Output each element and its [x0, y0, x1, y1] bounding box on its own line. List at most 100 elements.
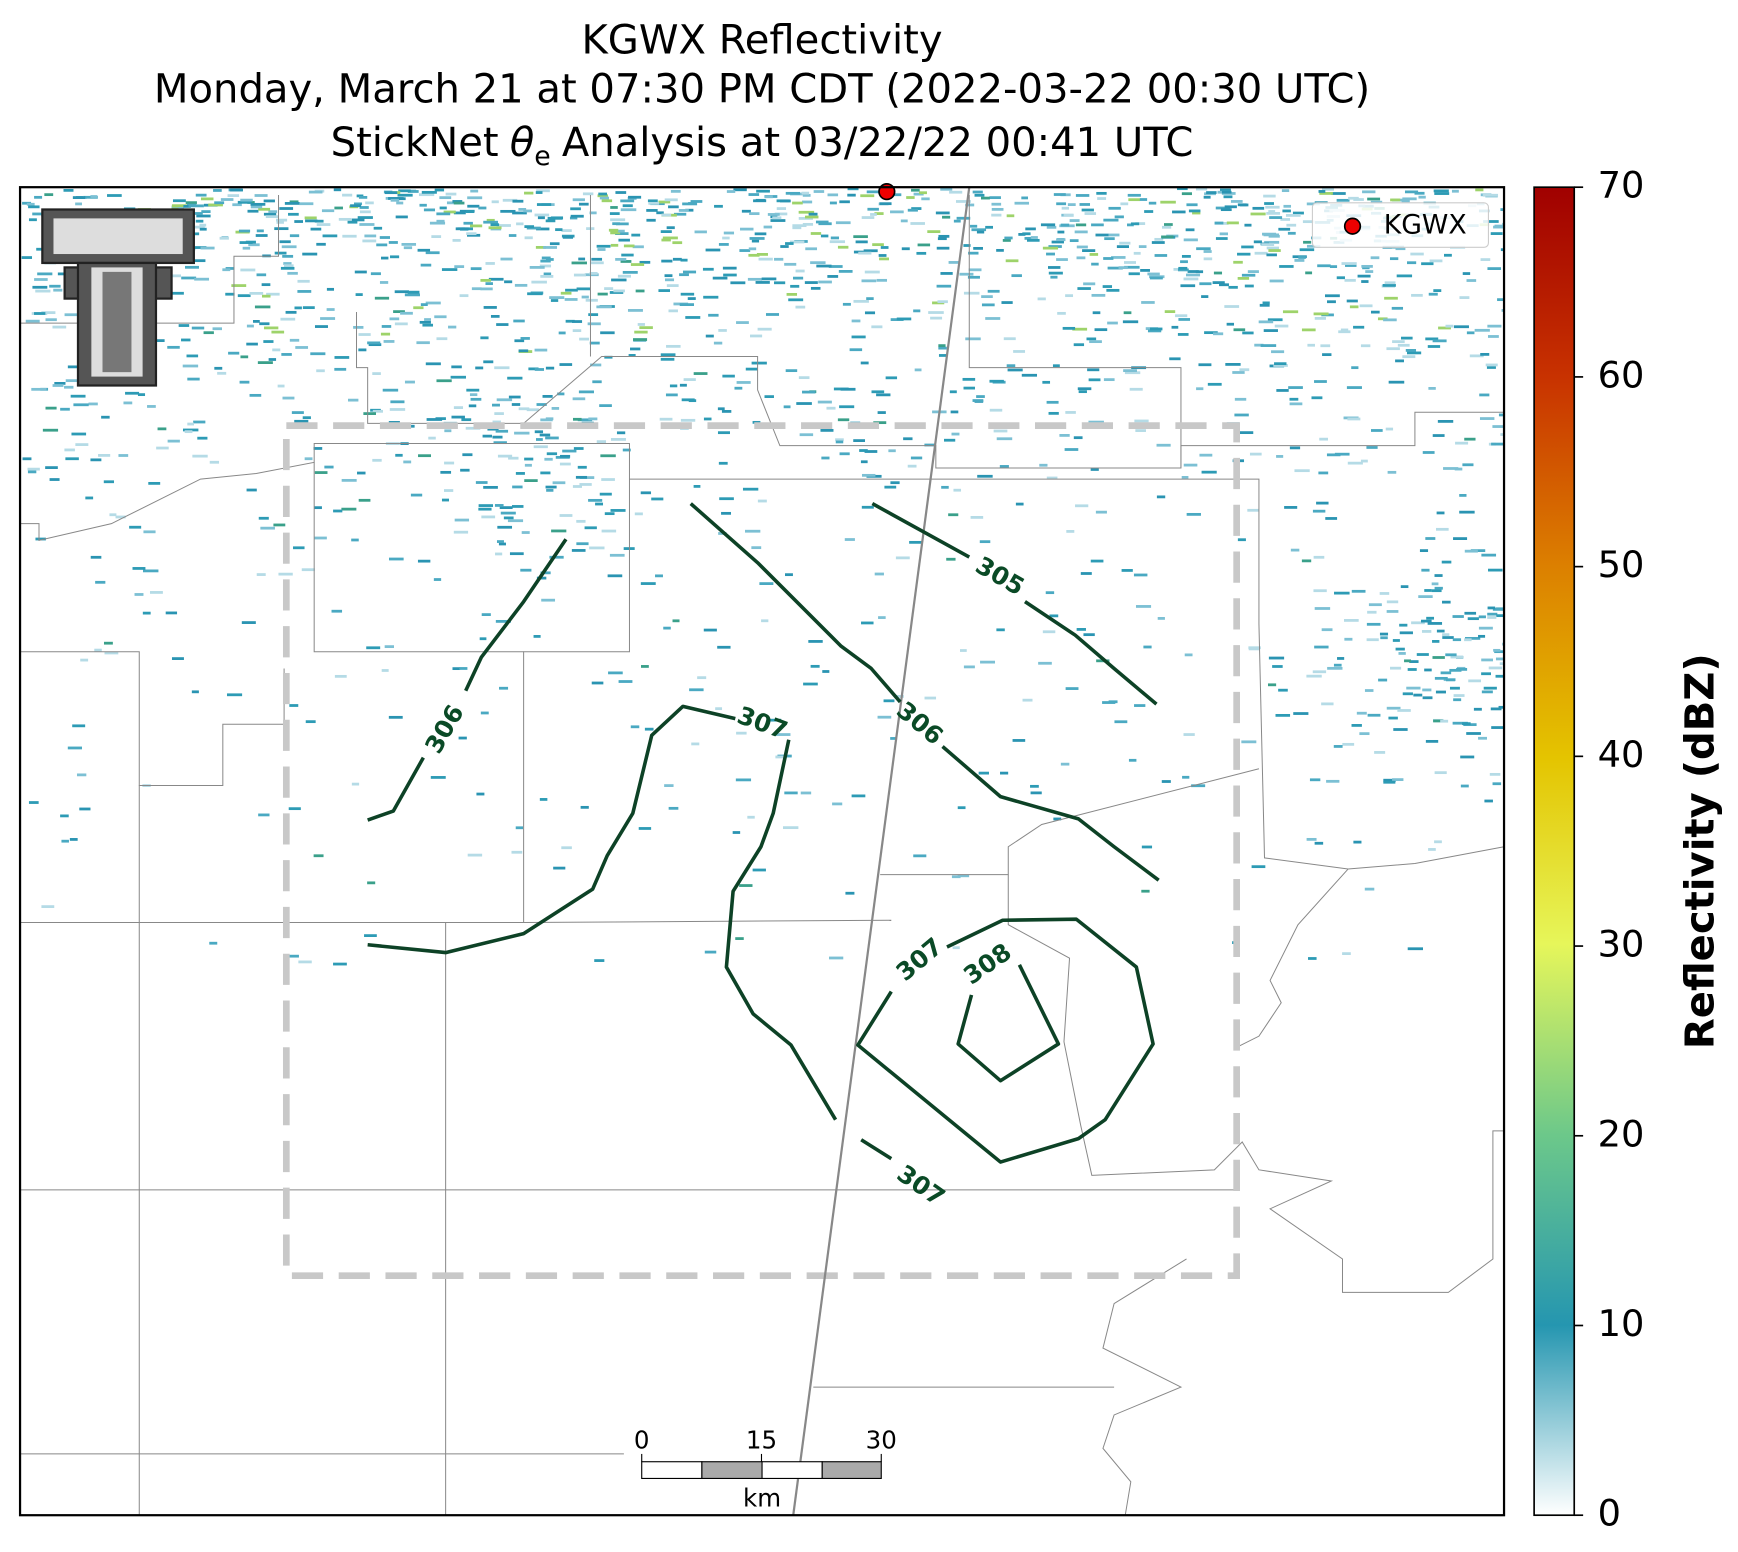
echo [367, 341, 381, 345]
echo [750, 334, 763, 338]
echo [334, 206, 343, 210]
echo [301, 568, 315, 572]
echo [1402, 355, 1416, 359]
echo [1269, 216, 1283, 219]
echo [839, 452, 850, 456]
echo [1056, 258, 1068, 261]
echo [1045, 591, 1055, 595]
echo [895, 556, 910, 560]
echo [452, 667, 461, 671]
echo [570, 214, 584, 218]
echo [496, 540, 504, 543]
echo [36, 247, 43, 251]
echo [849, 348, 863, 352]
echo [818, 222, 832, 226]
echo [533, 445, 548, 449]
echo [1030, 236, 1038, 239]
echo [1262, 301, 1270, 305]
echo [1422, 696, 1433, 700]
echo [380, 332, 391, 336]
echo [1268, 656, 1285, 660]
echo [1178, 266, 1188, 270]
echo [550, 299, 559, 302]
echo [545, 485, 557, 489]
echo [493, 441, 507, 445]
echo [559, 514, 573, 517]
echo [658, 289, 670, 292]
echo [664, 274, 673, 278]
echo [45, 466, 58, 470]
echo [187, 377, 200, 381]
echo [1186, 512, 1201, 516]
echo [1244, 284, 1254, 288]
echo [1487, 267, 1502, 270]
echo [381, 256, 389, 260]
echo [1254, 343, 1264, 347]
echo [492, 403, 500, 407]
echo [579, 483, 592, 486]
echo [1011, 274, 1022, 278]
echo [1122, 320, 1139, 324]
echo [747, 277, 763, 281]
echo [230, 188, 243, 192]
echo [1048, 266, 1061, 269]
echo [1160, 200, 1176, 204]
echo [1094, 328, 1108, 332]
echo [879, 257, 889, 261]
echo [451, 415, 465, 419]
echo [805, 247, 818, 251]
echo [604, 512, 615, 516]
echo [839, 405, 855, 409]
echo [302, 252, 318, 256]
echo [368, 343, 382, 347]
echo [972, 399, 984, 402]
echo [1360, 344, 1371, 348]
echo [413, 306, 424, 310]
echo [658, 200, 671, 204]
echo [1434, 574, 1443, 577]
echo [515, 826, 524, 830]
echo [861, 505, 874, 509]
echo [930, 316, 943, 320]
echo [870, 213, 877, 216]
echo [1361, 264, 1373, 268]
echo [1487, 612, 1498, 616]
echo [1338, 330, 1351, 334]
echo [508, 234, 517, 237]
echo [1219, 232, 1228, 236]
echo [1344, 637, 1353, 641]
echo [374, 296, 390, 300]
echo [1228, 285, 1238, 289]
echo [1224, 305, 1240, 308]
echo [748, 247, 757, 251]
echo [976, 395, 985, 398]
echo [544, 457, 553, 461]
title-line-1: KGWX Reflectivity [581, 18, 942, 64]
contour-line [367, 756, 425, 822]
echo [1445, 678, 1456, 682]
echo [109, 513, 117, 517]
echo [1048, 245, 1062, 248]
echo [1453, 325, 1469, 329]
echo [1360, 459, 1368, 463]
echo [191, 690, 199, 694]
echo [389, 408, 406, 411]
echo [991, 213, 1002, 217]
echo [242, 246, 251, 250]
echo [1481, 690, 1493, 694]
echo [913, 192, 924, 196]
echo [199, 223, 207, 227]
echo [712, 276, 728, 280]
echo [209, 941, 218, 945]
echo [258, 207, 271, 211]
echo [723, 273, 737, 277]
echo [597, 194, 609, 198]
echo [358, 498, 371, 502]
echo [1495, 674, 1504, 678]
echo [1386, 600, 1399, 604]
echo [103, 641, 113, 645]
echo [950, 410, 959, 414]
echo [1368, 603, 1382, 607]
echo [1232, 371, 1245, 374]
echo [359, 206, 369, 209]
